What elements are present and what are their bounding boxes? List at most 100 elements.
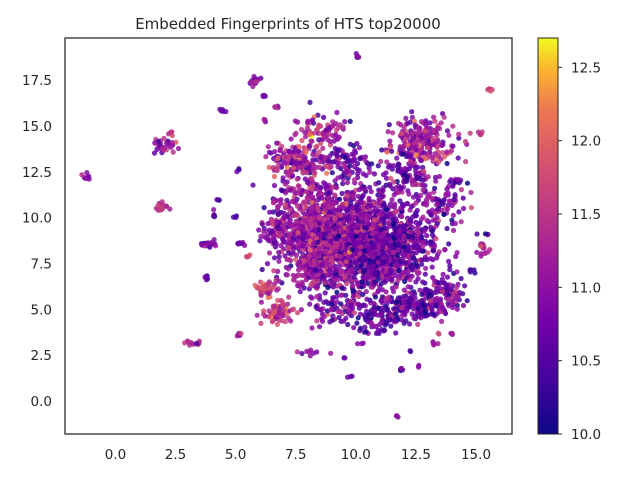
scatter-point (454, 269, 460, 275)
scatter-point (359, 279, 365, 285)
scatter-point (314, 272, 320, 278)
scatter-point (334, 294, 340, 300)
scatter-point (421, 168, 427, 174)
scatter-point (242, 242, 248, 248)
scatter-point (326, 272, 332, 278)
x-tick-label: 2.5 (165, 447, 186, 463)
scatter-point (314, 143, 320, 149)
scatter-point (474, 249, 480, 255)
scatter-point (347, 163, 353, 169)
scatter-point (379, 305, 385, 311)
y-tick-label: 15.0 (22, 119, 52, 135)
scatter-point (380, 244, 386, 250)
scatter-point (412, 122, 418, 128)
scatter-point (387, 297, 393, 303)
scatter-point (258, 299, 264, 305)
scatter-point (334, 253, 340, 259)
scatter-point (262, 93, 268, 99)
scatter-point (313, 304, 319, 310)
scatter-point (343, 259, 349, 265)
y-tick-label: 2.5 (31, 348, 52, 364)
scatter-point (372, 294, 379, 300)
scatter-point (290, 165, 296, 171)
scatter-point (411, 315, 417, 321)
scatter-point (474, 231, 480, 237)
scatter-point (460, 302, 467, 309)
scatter-point (363, 225, 369, 231)
scatter-point (316, 214, 322, 220)
scatter-point (323, 207, 329, 213)
scatter-point (431, 142, 437, 148)
scatter-point (414, 264, 421, 270)
scatter-point (315, 250, 322, 256)
scatter-point (319, 195, 325, 201)
scatter-point (350, 283, 356, 289)
scatter-point (456, 131, 462, 137)
scatter-point (447, 267, 453, 273)
scatter-point (258, 233, 264, 239)
scatter-point (271, 255, 278, 261)
scatter-point (332, 215, 338, 221)
scatter-point (157, 207, 163, 213)
scatter-point (307, 301, 313, 307)
scatter-point (329, 269, 335, 275)
scatter-point (411, 118, 417, 124)
scatter-point (316, 227, 322, 233)
scatter-point (373, 234, 379, 240)
scatter-point (412, 291, 418, 297)
scatter-point (355, 54, 361, 60)
scatter-point (397, 198, 403, 204)
scatter-point (444, 274, 451, 280)
scatter-point (397, 147, 403, 153)
scatter-point (371, 311, 377, 317)
scatter-point (454, 250, 460, 256)
scatter-point (310, 151, 316, 158)
scatter-point (261, 205, 267, 211)
scatter-point (379, 147, 385, 153)
plot-frame (64, 37, 513, 435)
scatter-point (366, 274, 372, 280)
scatter-point (371, 171, 378, 177)
scatter-point (295, 310, 301, 316)
scatter-point (333, 247, 339, 253)
scatter-point (313, 268, 319, 274)
scatter-point (395, 164, 401, 170)
scatter-point (433, 302, 439, 308)
scatter-point (391, 236, 397, 242)
scatter-point (445, 206, 451, 212)
scatter-point (322, 155, 328, 162)
scatter-point (381, 221, 387, 227)
scatter-point (464, 298, 470, 304)
scatter-point (371, 262, 377, 269)
scatter-point (329, 255, 335, 261)
scatter-point (431, 244, 437, 250)
scatter-point (388, 269, 394, 276)
scatter-point (301, 257, 307, 264)
scatter-point (413, 279, 419, 285)
scatter-point (408, 204, 414, 210)
scatter-point (271, 240, 277, 246)
x-tick-label: 0.0 (105, 447, 126, 463)
scatter-point (390, 249, 397, 255)
scatter-point (258, 292, 264, 298)
scatter-point (383, 175, 390, 181)
scatter-point (396, 228, 402, 234)
scatter-point (478, 251, 484, 257)
scatter-point (297, 160, 303, 166)
scatter-point (306, 286, 312, 292)
scatter-point (354, 203, 360, 209)
scatter-point (375, 328, 381, 334)
scatter-point (320, 273, 326, 279)
scatter-point (343, 292, 349, 298)
scatter-point (334, 109, 340, 116)
scatter-point (332, 178, 338, 184)
scatter-point (286, 250, 292, 256)
scatter-point (405, 142, 411, 148)
scatter-point (452, 220, 458, 227)
scatter-point (449, 202, 455, 209)
scatter-point (348, 201, 354, 207)
scatter-point (399, 305, 405, 311)
scatter-point (446, 198, 452, 204)
scatter-point (406, 166, 412, 172)
scatter-point (399, 312, 405, 318)
